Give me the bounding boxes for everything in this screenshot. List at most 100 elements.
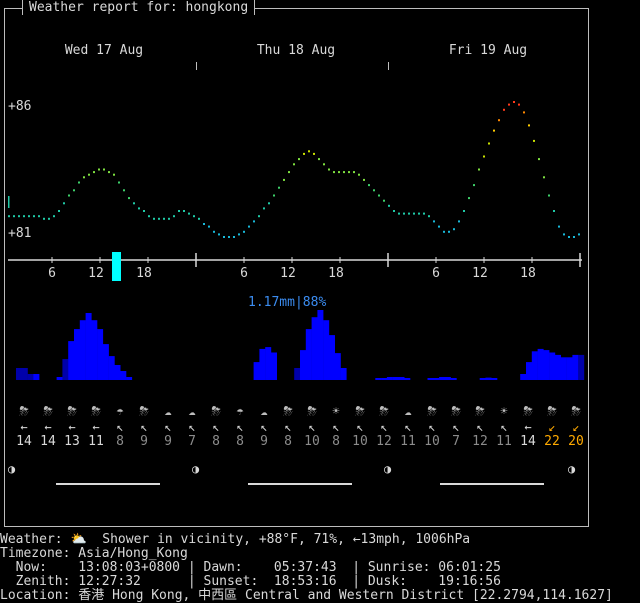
temperature-point	[538, 158, 540, 161]
temperature-point	[248, 225, 250, 228]
hour-label: 18	[328, 266, 344, 281]
temperature-point	[413, 212, 415, 215]
temperature-point	[68, 194, 70, 197]
moon-phase-icon: ◑	[384, 462, 392, 476]
precipitation-bar	[427, 378, 434, 380]
wind-speed: 9	[140, 434, 148, 449]
temperature-point	[293, 163, 295, 166]
temperature-point	[113, 173, 115, 176]
precipitation-bar	[91, 320, 98, 380]
wind-speed: 14	[40, 434, 56, 449]
temperature-point	[13, 215, 15, 218]
temperature-point	[218, 233, 220, 236]
temperature-point	[78, 181, 80, 184]
location-line: Location: 香港 Hong Kong, 中西區 Central and …	[0, 588, 613, 603]
temperature-point	[63, 202, 65, 205]
day-label-1: Wed 17 Aug	[64, 43, 144, 58]
temperature-point	[498, 119, 500, 122]
precipitation-bar	[491, 378, 498, 380]
wind-speed: 10	[352, 434, 368, 449]
wind-direction-arrow-icon: ↖	[476, 420, 484, 434]
precipitation-bar	[433, 378, 440, 380]
wind-speed: 11	[400, 434, 416, 449]
temperature-point	[343, 171, 345, 174]
report-frame	[4, 8, 589, 527]
temperature-point	[88, 173, 90, 176]
temperature-point	[518, 103, 520, 106]
temperature-point	[563, 233, 565, 236]
precipitation-bar	[537, 348, 544, 380]
wind-direction-arrow-icon: ↖	[284, 420, 292, 434]
wind-direction-arrow-icon: ↖	[332, 420, 340, 434]
precipitation-bar	[79, 320, 86, 380]
temperature-point	[223, 236, 225, 238]
wind-speed: 8	[332, 434, 340, 449]
precipitation-bar	[120, 371, 127, 380]
precipitation-bar	[33, 374, 40, 380]
temperature-point	[523, 111, 525, 114]
precipitation-bar	[56, 377, 63, 380]
forecast-weather-icon: ☁	[260, 404, 268, 418]
forecast-weather-icon: ⛈	[571, 404, 581, 418]
wind-speed: 12	[472, 434, 488, 449]
wind-speed: 10	[424, 434, 440, 449]
precipitation-bar	[386, 377, 393, 380]
temperature-point	[8, 196, 10, 208]
wind-direction-arrow-icon: ↖	[188, 420, 196, 434]
temperature-point	[213, 230, 215, 233]
forecast-weather-icon: ☂	[116, 404, 124, 418]
temperature-point	[188, 212, 190, 215]
temperature-point	[358, 173, 360, 176]
temperature-point	[423, 212, 425, 215]
temperature-point	[268, 202, 270, 205]
temperature-point	[453, 228, 455, 231]
temperature-point	[228, 236, 230, 238]
day-label-3: Fri 19 Aug	[448, 43, 528, 58]
wind-speed: 14	[16, 434, 32, 449]
temperature-point	[353, 171, 355, 174]
precipitation-bar	[21, 368, 28, 380]
temperature-point	[93, 171, 95, 174]
temperature-point	[393, 210, 395, 212]
temperature-point	[418, 212, 420, 215]
precipitation-bar	[114, 365, 121, 380]
precipitation-bar	[74, 329, 80, 380]
precipitation-bar	[572, 354, 579, 380]
precipitation-bar	[398, 377, 405, 380]
hour-label: 6	[432, 266, 440, 281]
precipitation-bar	[526, 362, 532, 380]
wind-speed: 7	[452, 434, 460, 449]
wind-speed: 13	[64, 434, 80, 449]
temperature-point	[403, 212, 405, 215]
precipitation-bar	[334, 353, 341, 380]
temperature-point	[173, 215, 175, 218]
temperature-point	[133, 202, 135, 205]
wind-direction-arrow-icon: ↖	[260, 420, 268, 434]
hour-label: 12	[280, 266, 296, 281]
temperature-point	[8, 215, 10, 218]
wind-speed: 10	[304, 434, 320, 449]
current-time-cursor	[112, 252, 121, 281]
precipitation-bar	[439, 377, 446, 380]
temperature-point	[478, 168, 480, 171]
precipitation-bar	[294, 368, 301, 380]
precipitation-bar	[560, 357, 567, 380]
daylight-bar	[248, 483, 352, 485]
temperature-point	[33, 215, 35, 218]
wind-direction-arrow-icon: ←	[92, 420, 100, 434]
temperature-point	[488, 142, 490, 145]
wind-direction-arrow-icon: ←	[524, 420, 532, 434]
hour-label: 6	[240, 266, 248, 281]
temperature-point	[303, 152, 305, 155]
temperature-point	[368, 184, 370, 187]
forecast-weather-icon: ☁	[188, 404, 196, 418]
temperature-point	[548, 194, 550, 197]
temperature-point	[308, 150, 310, 153]
precipitation-bar	[108, 356, 115, 380]
forecast-weather-icon: ☁	[404, 404, 412, 418]
wind-speed: 14	[520, 434, 536, 449]
forecast-weather-icon: ⛈	[547, 404, 557, 418]
wind-speed: 8	[116, 434, 124, 449]
temperature-point	[573, 236, 575, 238]
temperature-point	[378, 194, 380, 197]
